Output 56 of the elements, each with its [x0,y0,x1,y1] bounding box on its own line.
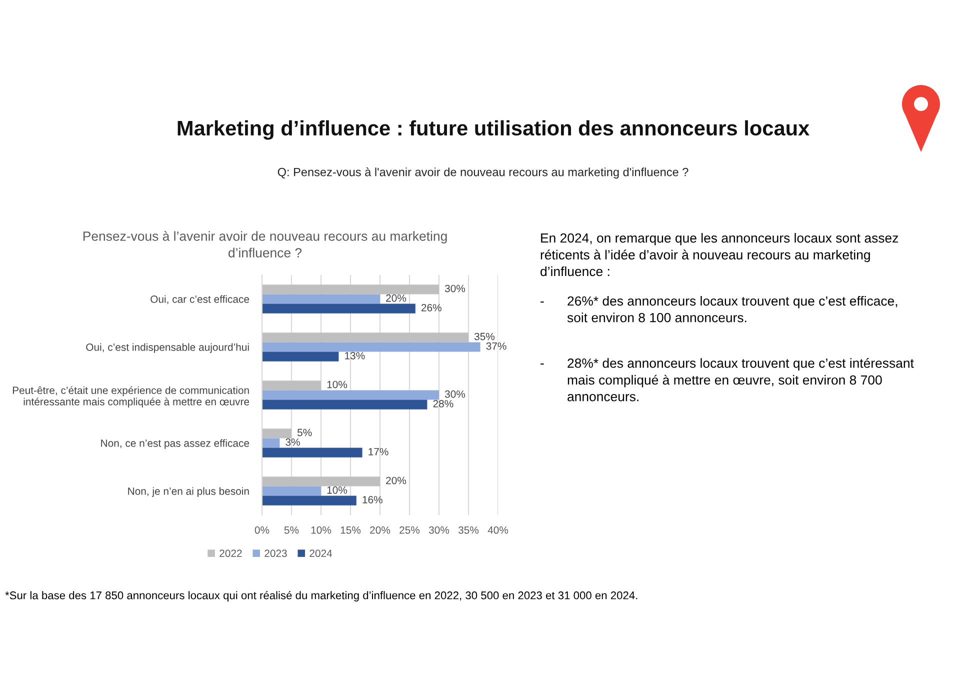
data-label: 26% [421,304,442,312]
text: - [540,302,544,303]
y-tick-label: Peut-être, c’était une expérience de communication intéressante mais compliquée à mettre en œuvre [12,386,250,408]
x-tick-label: 5% [284,526,299,534]
legend-label: 2023 [264,550,287,558]
data-label: 17% [368,448,388,456]
data-label: 16% [362,496,382,504]
text: Pensez-vous à l’avenir avoir de nouveau recours au marketing d’influence ? [83,231,447,258]
data-label: 3% [286,438,300,446]
bar [262,380,321,390]
data-label: 28% [433,400,454,408]
y-tick-label: Oui, c’est indispensable aujourd’hui [86,343,249,353]
bar [262,390,439,400]
x-tick-label: 10% [311,526,332,534]
bar [262,284,439,294]
text: 28%* des annonceurs locaux trouvent que c’est intéressant mais compliqué à mettre en œuvre, soit environ 8 700 annonceurs. [568,358,914,402]
x-tick-label: 0% [254,526,270,534]
bar [262,486,321,496]
bar [262,332,468,342]
x-tick-label: 20% [370,526,390,534]
bar [262,428,292,438]
y-tick-label: Non, je n’en ai plus besoin [128,487,249,497]
chart-subtitle: Q: Pensez-vous à l'avenir avoir de nouveau recours au marketing d'influence ? [278,167,688,179]
bar [262,304,416,314]
bar [262,342,480,352]
text: - [540,364,544,365]
data-label: 37% [486,342,506,350]
data-label: 30% [444,390,466,398]
text: En 2024, on remarque que les annonceurs locaux sont assez réticents à l’idée d’avoir à nouveau recours au marketing d’influence : [540,233,898,276]
x-tick-label: 15% [340,526,361,534]
bar [262,438,280,448]
data-label: 13% [345,352,365,360]
x-tick-label: 25% [400,526,420,534]
data-label: 20% [386,476,406,484]
data-label: 10% [327,380,348,388]
y-tick-label: Non, ce n’est pas assez efficace [101,439,250,449]
bar [262,294,380,304]
bar [262,400,428,410]
bar [262,448,362,458]
legend-label: 2024 [310,550,332,558]
text: 26%* des annonceurs locaux trouvent que c’est efficace, soit environ 8 100 annonceurs. [567,296,898,322]
bar [262,496,356,506]
data-label: 5% [297,428,312,436]
chart-title: Marketing d’influence : future utilisation des annonceurs locaux [178,120,810,140]
bar [262,352,339,362]
data-label: 20% [386,294,406,302]
data-label: 10% [327,486,348,494]
data-label: 30% [444,284,466,292]
data-label: 35% [474,332,495,340]
bar [262,476,380,486]
x-tick-label: 35% [458,526,479,534]
y-tick-label: Oui, car c’est efficace [150,295,250,304]
text: *Sur la base des 17 850 annonceurs locaux qui ont réalisé du marketing d’influence en 2022, 30 500 en 2023 et 31 000 en 2024. [5,591,638,602]
x-tick-label: 30% [428,526,450,534]
legend-label: 2022 [220,550,242,558]
x-tick-label: 40% [488,526,508,534]
